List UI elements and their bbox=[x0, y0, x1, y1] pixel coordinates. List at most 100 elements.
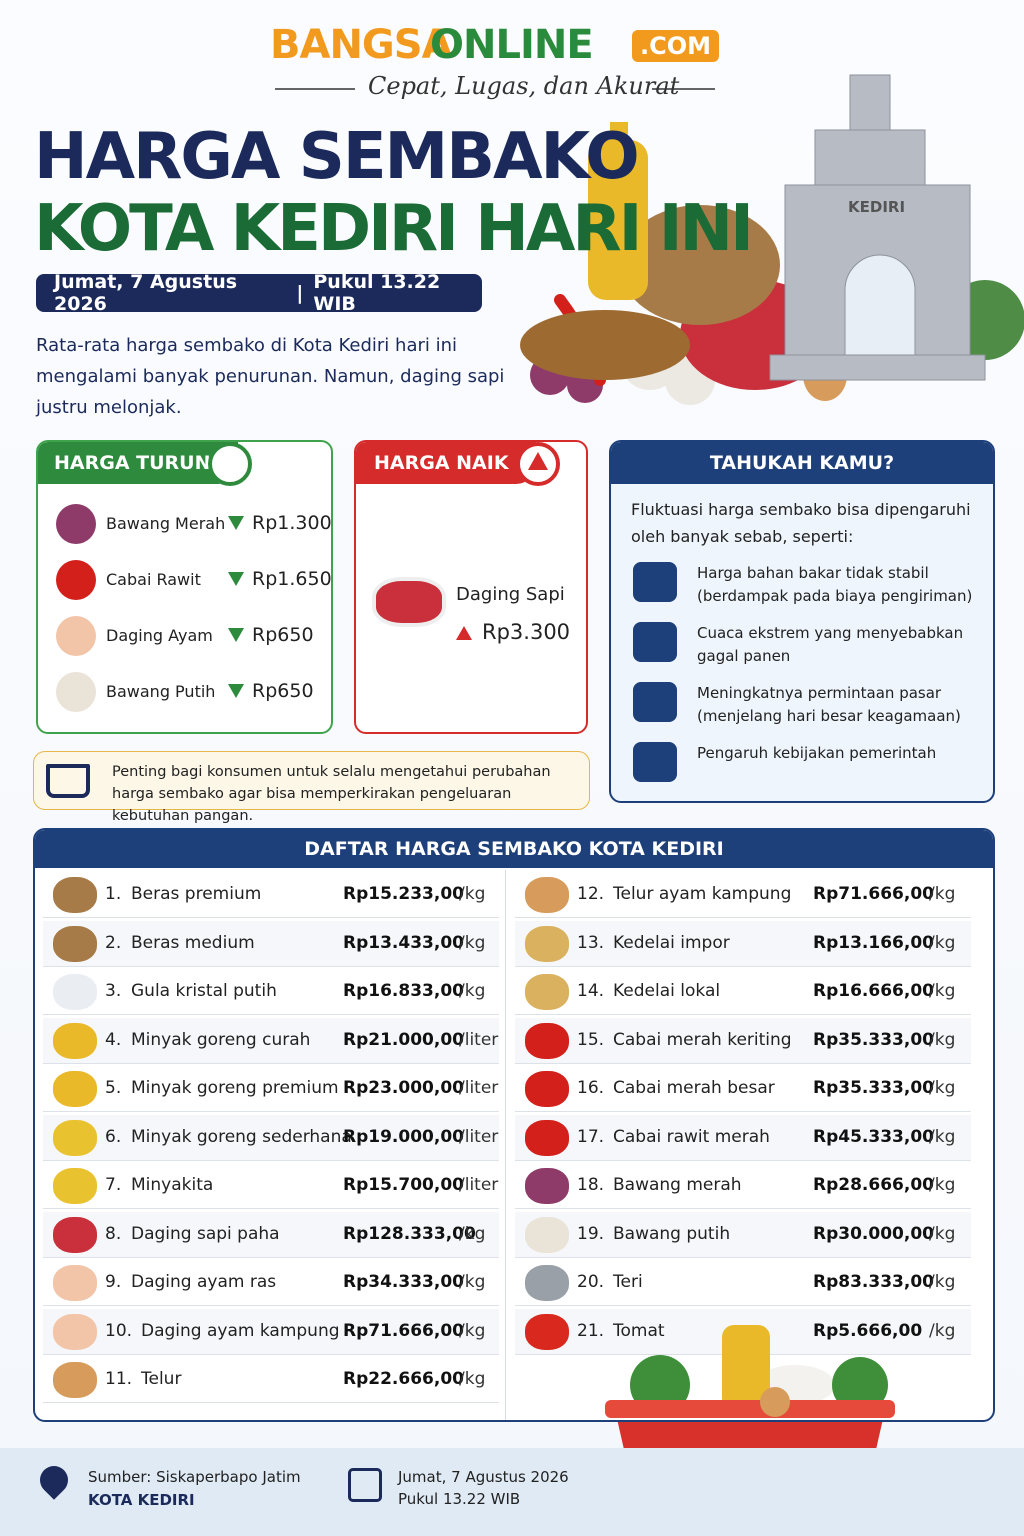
row-name: Daging ayam kampung bbox=[141, 1320, 340, 1341]
brand: BANGSA bbox=[270, 22, 453, 68]
row-name: Daging ayam ras bbox=[131, 1272, 277, 1292]
item-icon bbox=[56, 560, 96, 600]
down-arrow bbox=[228, 684, 244, 698]
row-no: 19. bbox=[577, 1223, 605, 1244]
down-arrow bbox=[228, 628, 244, 642]
row-unit: /kg bbox=[459, 1320, 486, 1341]
row-name: Teri bbox=[613, 1272, 643, 1292]
price-up-card: HARGA NAIK Daging Sapi Rp3.300 bbox=[354, 440, 588, 734]
row-price: Rp15.233,00 bbox=[343, 884, 464, 904]
row-name: Cabai rawit merah bbox=[613, 1126, 770, 1147]
down-arrow bbox=[228, 516, 244, 530]
table-row: 10. Daging ayam kampung Rp71.666,00/kg bbox=[43, 1308, 499, 1355]
table-row: 18. Bawang merah Rp28.666,00/kg bbox=[515, 1163, 971, 1209]
row-unit: /kg bbox=[459, 1223, 486, 1244]
fact-icon bbox=[633, 622, 677, 662]
row-icon bbox=[525, 925, 569, 962]
monument-label: KEDIRI bbox=[848, 198, 906, 216]
row-name: Minyak goreng sederhana bbox=[131, 1126, 352, 1147]
brand-suffix: .COM bbox=[632, 30, 720, 62]
row-icon bbox=[525, 1071, 569, 1107]
footer-band bbox=[0, 1448, 1024, 1536]
facts-intro: Fluktuasi harga sembako bisa dipengaruhi… bbox=[631, 500, 971, 546]
fact-icon bbox=[633, 682, 677, 722]
row-no: 13. bbox=[577, 932, 605, 953]
item-name: Daging Sapi bbox=[456, 584, 565, 605]
date-pill: Jumat, 7 Agustus 2026 | Pukul 13.22 WIB bbox=[36, 271, 482, 315]
table-row: 19. Bawang putih Rp30.000,00/kg bbox=[515, 1211, 971, 1258]
table-row: 21. Tomat Rp5.666,00/kg bbox=[515, 1308, 971, 1355]
up-arrow bbox=[528, 452, 548, 470]
row-name: Cabai merah keriting bbox=[613, 1029, 792, 1050]
row-price: Rp34.333,00 bbox=[343, 1272, 464, 1292]
item-icon bbox=[56, 616, 96, 656]
row-icon bbox=[525, 1119, 569, 1156]
cart-icon bbox=[46, 764, 90, 798]
card-title: HARGA TURUN bbox=[38, 442, 238, 484]
table-row: 13. Kedelai impor Rp13.166,00/kg bbox=[515, 920, 971, 967]
table-row: 14. Kedelai lokal Rp16.666,00/kg bbox=[515, 969, 971, 1015]
row-price: Rp13.433,00 bbox=[343, 932, 464, 953]
row-price: Rp83.333,00 bbox=[813, 1272, 934, 1292]
item-name: Bawang Merah bbox=[106, 514, 226, 533]
footer-date: Jumat, 7 Agustus 2026 bbox=[398, 1468, 569, 1486]
row-name: Daging sapi paha bbox=[131, 1223, 280, 1244]
fact-text: Harga bahan bakar tidak stabil (berdampa… bbox=[697, 564, 973, 605]
row-no: 12. bbox=[577, 884, 605, 904]
table-row: 1. Beras premium Rp15.233,00/kg bbox=[43, 872, 499, 918]
footer-time: Pukul 13.22 WIB bbox=[398, 1490, 521, 1508]
row-name: Gula kristal putih bbox=[131, 981, 277, 1001]
row-no: 14. bbox=[577, 981, 605, 1001]
row-name: Telur ayam kampung bbox=[613, 884, 792, 904]
row-price: Rp23.000,00 bbox=[343, 1078, 464, 1098]
row-icon bbox=[53, 877, 97, 913]
table-row: 7. Minyakita Rp15.700,00/liter bbox=[43, 1163, 499, 1209]
row-price: Rp45.333,00 bbox=[813, 1126, 934, 1147]
row-no: 9. bbox=[105, 1272, 122, 1292]
row-icon bbox=[53, 1265, 97, 1301]
row-price: Rp30.000,00 bbox=[813, 1223, 934, 1244]
card-title: TAHUKAH KAMU? bbox=[611, 442, 993, 484]
row-name: Beras premium bbox=[131, 884, 262, 904]
row-unit: /liter bbox=[459, 1078, 499, 1098]
row-no: 6. bbox=[105, 1126, 122, 1147]
fact-icon bbox=[633, 562, 677, 602]
row-icon bbox=[53, 1022, 97, 1059]
price-down-card: HARGA TURUN Bawang Merah Rp1.300 Cabai Rawi… bbox=[36, 440, 333, 734]
table-row: 16. Cabai merah besar Rp35.333,00/kg bbox=[515, 1066, 971, 1112]
row-name: Cabai merah besar bbox=[613, 1078, 775, 1098]
item-icon bbox=[56, 504, 96, 544]
intro: Rata-rata harga sembako di Kota Kediri h… bbox=[36, 335, 505, 418]
row-unit: /kg bbox=[929, 1223, 956, 1244]
item-name: Bawang Putih bbox=[106, 682, 216, 701]
row-unit: /kg bbox=[929, 1078, 956, 1098]
row-no: 16. bbox=[577, 1078, 605, 1098]
row-name: Beras medium bbox=[131, 932, 255, 953]
fact-icon bbox=[633, 742, 677, 782]
item-change: Rp3.300 bbox=[482, 620, 571, 644]
row-unit: /kg bbox=[459, 981, 486, 1001]
row-name: Bawang putih bbox=[613, 1223, 731, 1244]
title: HARGA SEMBAKO bbox=[34, 120, 640, 194]
row-unit: /kg bbox=[929, 981, 956, 1001]
footer-city: KOTA KEDIRI bbox=[88, 1491, 195, 1509]
row-price: Rp19.000,00 bbox=[343, 1126, 464, 1147]
card-title: HARGA NAIK bbox=[356, 442, 536, 484]
row-icon bbox=[53, 925, 97, 962]
date-text: Jumat, 7 Agustus 2026 bbox=[54, 271, 238, 315]
row-price: Rp5.666,00 bbox=[813, 1320, 923, 1341]
table-row: 3. Gula kristal putih Rp16.833,00/kg bbox=[43, 969, 499, 1015]
row-no: 11. bbox=[105, 1369, 133, 1389]
tagline: Cepat, Lugas, dan Akurat bbox=[368, 72, 680, 100]
footer-source: Sumber: Siskaperbapo Jatim bbox=[88, 1468, 301, 1486]
price-table: DAFTAR HARGA SEMBAKO KOTA KEDIRI 1. Beras … bbox=[33, 828, 995, 1422]
brand: ONLINE bbox=[430, 22, 594, 68]
row-icon bbox=[53, 1313, 97, 1350]
row-price: Rp16.666,00 bbox=[813, 981, 934, 1001]
row-price: Rp15.700,00 bbox=[343, 1175, 464, 1195]
row-unit: /kg bbox=[459, 884, 486, 904]
row-price: Rp71.666,00 bbox=[813, 884, 934, 904]
row-price: Rp71.666,00 bbox=[343, 1320, 464, 1341]
calendar-icon bbox=[348, 1468, 382, 1502]
